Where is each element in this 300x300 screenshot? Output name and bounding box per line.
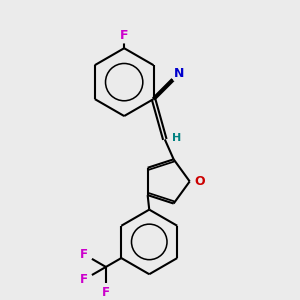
Text: F: F (120, 29, 128, 42)
Text: F: F (80, 273, 88, 286)
Text: H: H (172, 133, 182, 143)
Text: O: O (194, 175, 205, 188)
Text: F: F (80, 248, 88, 261)
Text: N: N (174, 67, 184, 80)
Text: F: F (102, 286, 110, 298)
